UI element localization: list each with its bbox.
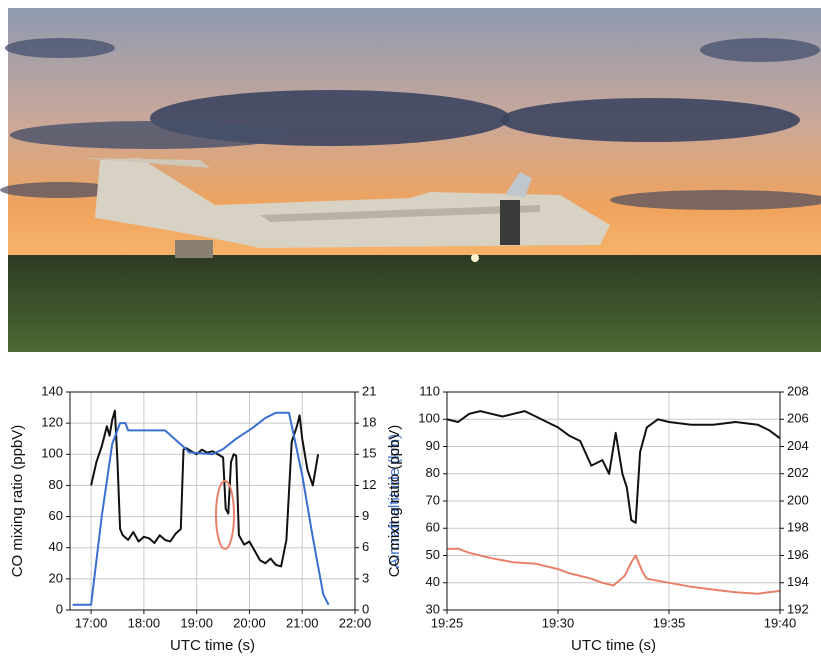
series-line	[90, 409, 320, 568]
x-axis-label: UTC time (s)	[170, 637, 255, 654]
y-axis-label: CO mixing ratio (ppbV)	[9, 425, 26, 578]
y2-tick-label: 208	[787, 383, 809, 398]
y-tick-label: 100	[418, 411, 440, 426]
y-tick-label: 40	[49, 539, 63, 554]
y-tick-label: 140	[41, 383, 63, 398]
y2-tick-label: 12	[362, 477, 376, 492]
y-tick-label: 0	[56, 601, 63, 616]
y-tick-label: 80	[426, 465, 440, 480]
x-tick-label: 19:00	[180, 615, 213, 630]
x-tick-label: 19:25	[431, 615, 464, 630]
x-tick-label: 18:00	[128, 615, 161, 630]
series-line	[446, 410, 781, 524]
plot-frame	[446, 391, 781, 611]
y-tick-label: 90	[426, 438, 440, 453]
y-tick-label: 40	[426, 574, 440, 589]
y-tick-label: 20	[49, 570, 63, 585]
series-line	[447, 547, 781, 595]
y2-tick-label: 21	[362, 383, 376, 398]
y2-tick-label: 6	[362, 539, 369, 554]
y2-tick-label: 9	[362, 508, 369, 523]
x-tick-label: 20:00	[233, 615, 266, 630]
x-tick-label: 22:00	[339, 615, 372, 630]
y2-tick-label: 200	[787, 492, 809, 507]
y2-tick-label: 206	[787, 411, 809, 426]
y-tick-label: 50	[426, 547, 440, 562]
y2-axis-label: Aircraft altitude (km)	[386, 434, 403, 568]
y-tick-label: 60	[426, 520, 440, 535]
y2-tick-label: 18	[362, 415, 376, 430]
y-tick-label: 30	[426, 601, 440, 616]
y-tick-label: 80	[49, 477, 63, 492]
y-tick-label: 60	[49, 508, 63, 523]
y2-tick-label: 196	[787, 547, 809, 562]
x-tick-label: 17:00	[75, 615, 108, 630]
x-axis-label: UTC time (s)	[571, 637, 656, 654]
y2-tick-label: 198	[787, 520, 809, 535]
x-tick-label: 19:40	[764, 615, 797, 630]
plot-area	[70, 392, 355, 610]
y-tick-label: 70	[426, 492, 440, 507]
y2-tick-label: 15	[362, 446, 376, 461]
y2-tick-label: 3	[362, 570, 369, 585]
y-axis-label: CO mixing ratio (ppbV)	[386, 425, 403, 578]
y-tick-label: 100	[41, 446, 63, 461]
y2-tick-label: 0	[362, 601, 369, 616]
aircraft	[82, 158, 610, 262]
photo	[0, 8, 821, 352]
series-line	[72, 411, 330, 606]
x-tick-label: 19:35	[653, 615, 686, 630]
x-tick-label: 21:00	[286, 615, 319, 630]
y-tick-label: 120	[41, 415, 63, 430]
plot-frame	[69, 391, 356, 611]
y2-tick-label: 202	[787, 465, 809, 480]
x-tick-label: 19:30	[542, 615, 575, 630]
y2-tick-label: 192	[787, 601, 809, 616]
y2-tick-label: 194	[787, 574, 809, 589]
y2-tick-label: 204	[787, 438, 809, 453]
y-tick-label: 110	[419, 383, 440, 398]
highlight-ellipse	[215, 480, 235, 550]
